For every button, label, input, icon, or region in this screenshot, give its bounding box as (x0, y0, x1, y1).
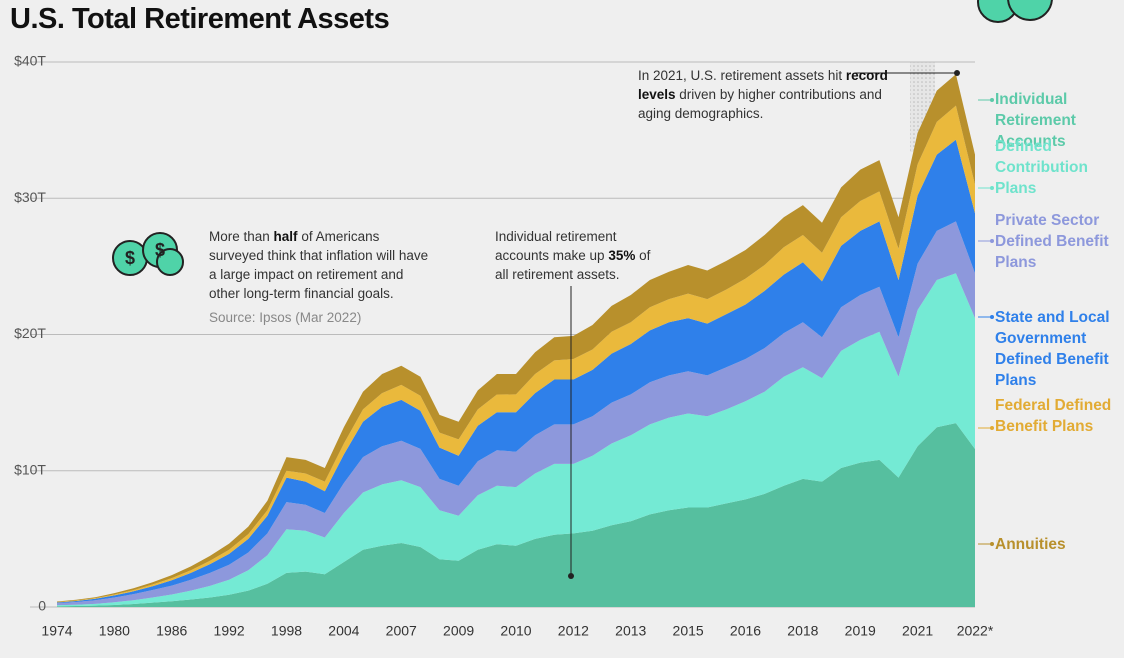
annotation-text: driven by higher contributions and aging… (638, 87, 882, 121)
y-tick-label: $20T (14, 325, 46, 341)
y-tick-label: $10T (14, 461, 46, 477)
chart-title: U.S. Total Retirement Assets (10, 3, 390, 35)
annotation: More than half of Americans surveyed thi… (209, 227, 434, 303)
x-tick-label: 2009 (443, 623, 474, 639)
y-tick-label: 0 (38, 598, 46, 614)
x-tick-label: 1986 (156, 623, 187, 639)
x-tick-label: 2004 (328, 623, 359, 639)
x-tick-label: 2018 (787, 623, 818, 639)
x-tick-label: 2007 (386, 623, 417, 639)
annotation-dot (568, 573, 574, 579)
annotation-text: half (273, 229, 298, 244)
x-tick-label: 2019 (845, 623, 876, 639)
x-tick-label: 2021 (902, 623, 933, 639)
annotation-text: In 2021, U.S. retirement assets hit (638, 68, 846, 83)
legend-label: Annuities (995, 536, 1066, 553)
annotation-text: 35% (608, 248, 636, 263)
legend-label: Federal Defined Benefit Plans (995, 397, 1112, 435)
legend-label: Private Sector Defined Benefit Plans (995, 212, 1109, 271)
legend-marker (990, 542, 994, 546)
legend-marker (990, 426, 994, 430)
legend-label: Defined Contribution Plans (995, 138, 1088, 197)
x-tick-label: 2010 (500, 623, 531, 639)
annotation-text: record levels (638, 68, 888, 102)
x-tick-label: 2022* (957, 623, 994, 639)
legend-marker (990, 186, 994, 190)
annotation-text: Individual retirement accounts make up (495, 229, 617, 263)
x-tick-label: 1974 (41, 623, 72, 639)
legend-marker (990, 315, 994, 319)
x-tick-label: 2016 (730, 623, 761, 639)
area (57, 74, 975, 603)
annotation-text: More than (209, 229, 274, 244)
x-tick-label: 2012 (558, 623, 589, 639)
annotation-text: of all retirement assets. (495, 248, 651, 282)
y-tick-label: $30T (14, 189, 46, 205)
area (57, 139, 975, 604)
svg-text:$: $ (125, 248, 135, 268)
coin-icon: $ $ (112, 232, 184, 276)
annotation: Individual retirement accounts make up 3… (495, 227, 655, 284)
legend-label: State and Local Government Defined Benef… (995, 309, 1110, 389)
x-tick-label: 2015 (673, 623, 704, 639)
annotation-text: of Americans surveyed think that inflati… (209, 229, 429, 301)
annotation-dot (954, 70, 960, 76)
source: Source: Ipsos (Mar 2022) (209, 310, 362, 325)
svg-text:$: $ (155, 240, 165, 260)
x-tick-label: 1992 (214, 623, 245, 639)
legend-label: Individual Retirement Accounts (995, 91, 1076, 150)
legend-marker (990, 98, 994, 102)
legend-marker (990, 239, 994, 243)
x-tick-label: 1980 (99, 623, 130, 639)
area (57, 273, 975, 607)
x-tick-label: 1998 (271, 623, 302, 639)
y-tick-label: $40T (14, 53, 46, 69)
coin-icon-top (977, 0, 1053, 23)
annotation: In 2021, U.S. retirement assets hit reco… (638, 66, 888, 123)
area (57, 221, 975, 606)
x-tick-label: 2013 (615, 623, 646, 639)
area (57, 423, 975, 607)
